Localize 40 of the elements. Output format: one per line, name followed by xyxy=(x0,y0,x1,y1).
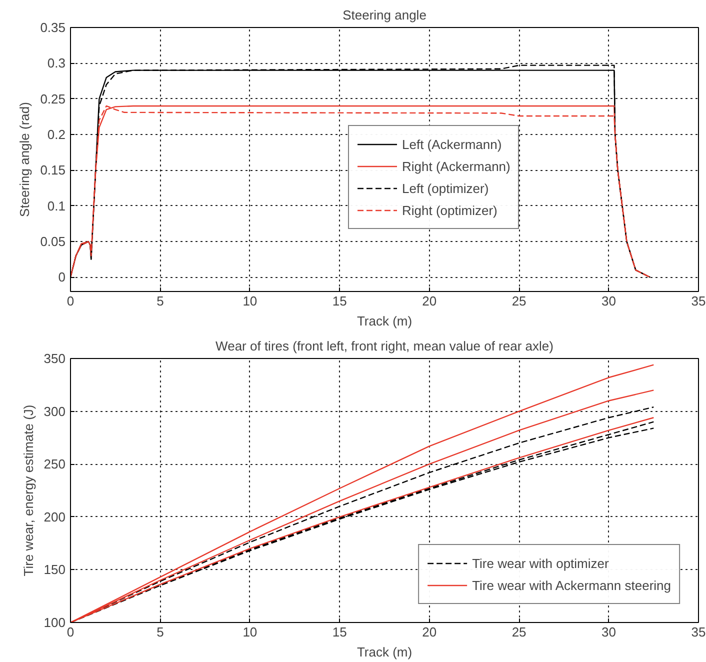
y-tick-label: 350 xyxy=(44,351,66,366)
y-tick-label: 0 xyxy=(58,270,66,285)
y-axis-title: Tire wear, energy estimate (J) xyxy=(20,404,36,576)
y-tick-label: 0.1 xyxy=(47,198,66,214)
y-tick-label: 100 xyxy=(44,615,66,630)
x-axis-title: Track (m) xyxy=(356,314,412,328)
chart-title: Wear of tires (front left, front right, mean value of rear axle) xyxy=(216,338,554,354)
x-tick-label: 30 xyxy=(602,624,616,640)
x-tick-label: 25 xyxy=(512,624,526,640)
x-tick-label: 10 xyxy=(242,294,258,308)
y-tick-label: 300 xyxy=(44,404,66,419)
x-tick-label: 35 xyxy=(691,624,706,640)
x-tick-label: 15 xyxy=(332,624,347,640)
x-tick-label: 5 xyxy=(156,294,164,308)
x-tick-label: 20 xyxy=(422,294,437,308)
x-tick-label: 30 xyxy=(602,294,616,308)
legend-label: Left (Ackermann) xyxy=(402,136,502,152)
y-tick-label: 0.35 xyxy=(40,20,66,35)
legend-label: Tire wear with Ackermann steering xyxy=(472,578,671,592)
x-tick-label: 25 xyxy=(512,294,526,308)
legend-label: Right (Ackermann) xyxy=(402,158,510,174)
legend-label: Tire wear with optimizer xyxy=(472,556,609,570)
y-tick-label: 0.15 xyxy=(40,162,66,178)
chart-title: Steering angle xyxy=(342,8,426,22)
y-tick-label: 200 xyxy=(44,509,66,524)
y-tick-label: 0.3 xyxy=(47,56,66,71)
y-tick-label: 0.2 xyxy=(47,127,66,142)
y-tick-label: 250 xyxy=(44,456,66,472)
y-tick-label: 150 xyxy=(44,562,66,578)
x-tick-label: 35 xyxy=(691,294,706,308)
legend-label: Right (optimizer) xyxy=(402,202,498,218)
y-tick-label: 0.05 xyxy=(40,234,66,250)
y-axis-title: Steering angle (rad) xyxy=(17,102,32,217)
legend-label: Left (optimizer) xyxy=(402,180,489,196)
x-tick-label: 10 xyxy=(242,624,258,640)
x-axis-title: Track (m) xyxy=(356,644,412,660)
x-tick-label: 15 xyxy=(332,294,347,308)
x-tick-label: 20 xyxy=(422,624,437,640)
x-tick-label: 5 xyxy=(156,624,164,640)
y-tick-label: 0.25 xyxy=(40,91,66,106)
